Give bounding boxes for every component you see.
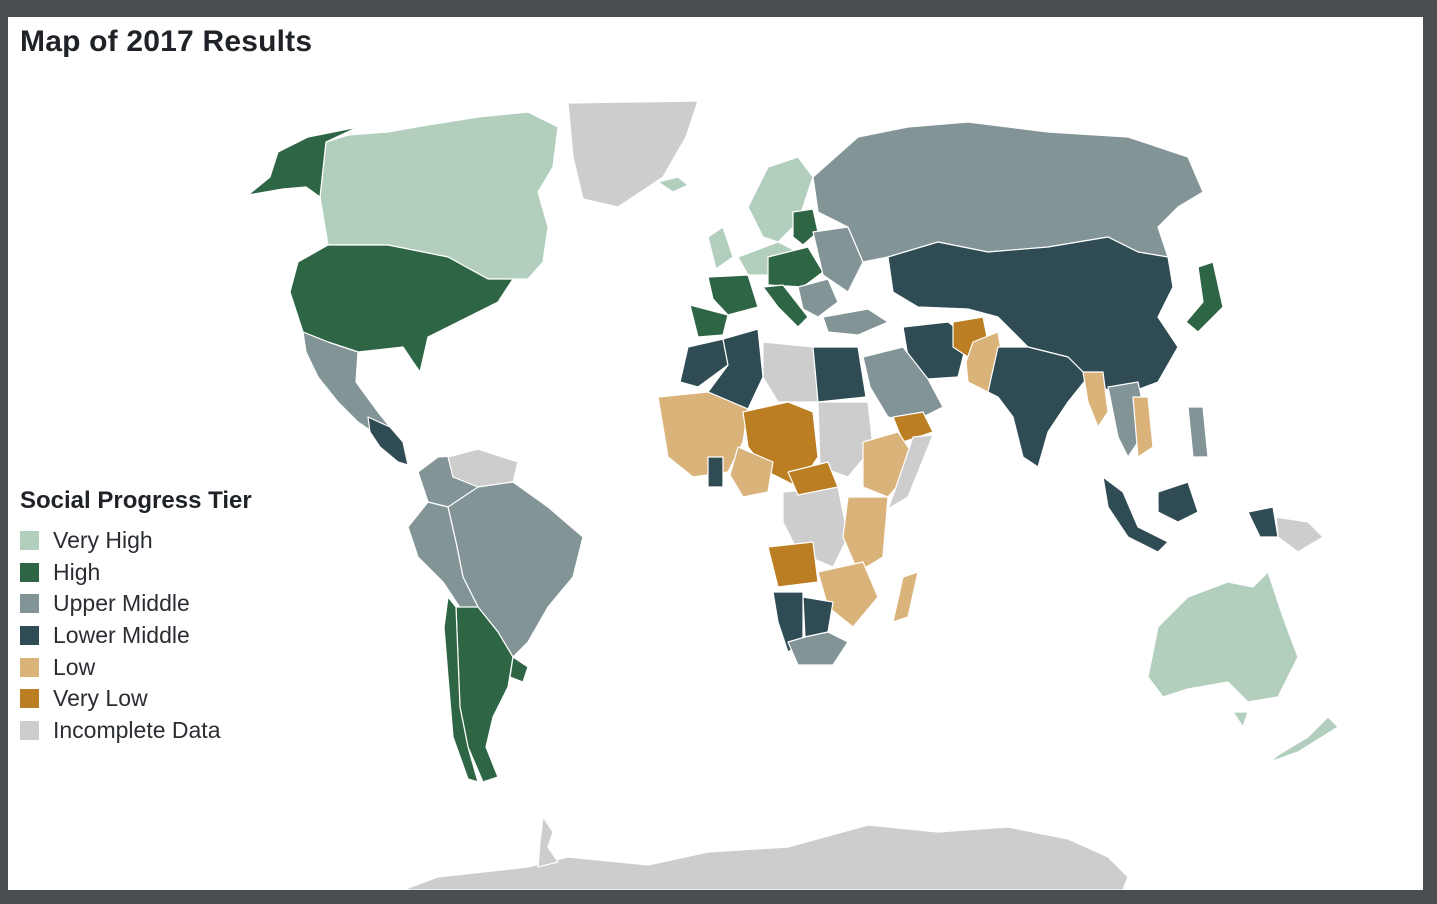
world-map[interactable] [8, 17, 1423, 890]
legend-item-incomplete-data[interactable]: Incomplete Data [20, 715, 252, 747]
region-car[interactable] [787, 461, 839, 496]
region-somalia[interactable] [887, 434, 934, 510]
map-panel: Map of 2017 Results [8, 17, 1423, 890]
region-uk[interactable] [707, 226, 734, 270]
legend-swatch-high [20, 562, 39, 582]
region-uruguay[interactable] [509, 656, 529, 683]
legend-item-high[interactable]: High [20, 557, 252, 589]
region-iceland[interactable] [657, 176, 689, 193]
region-japan[interactable] [1185, 261, 1224, 333]
region-greenland[interactable] [567, 100, 699, 208]
legend-item-very-low[interactable]: Very Low [20, 683, 252, 715]
legend-swatch-upper-middle [20, 594, 39, 614]
region-balkans[interactable] [797, 278, 839, 318]
region-india[interactable] [987, 346, 1089, 468]
legend-label: Low [53, 653, 96, 680]
legend: Social Progress Tier Very High High Uppe… [20, 487, 252, 746]
region-france[interactable] [707, 274, 759, 316]
region-botswana[interactable] [802, 596, 834, 638]
legend-swatch-lower-middle [20, 626, 39, 646]
region-borneo[interactable] [1157, 481, 1199, 523]
region-antarctic-peninsula[interactable] [537, 816, 559, 868]
region-morocco[interactable] [679, 338, 729, 388]
region-philippines[interactable] [1187, 406, 1209, 458]
region-nigeria[interactable] [729, 446, 774, 498]
legend-item-very-high[interactable]: Very High [20, 525, 252, 557]
legend-label: Very Low [53, 685, 148, 712]
region-peru-bolivia[interactable] [407, 501, 479, 613]
region-madagascar[interactable] [892, 571, 919, 623]
region-turkey[interactable] [822, 308, 889, 336]
region-central-europe[interactable] [767, 246, 824, 288]
legend-item-lower-middle[interactable]: Lower Middle [20, 620, 252, 652]
region-libya[interactable] [762, 341, 819, 403]
region-ghana[interactable] [707, 456, 724, 488]
region-kazakhstan-mongolia-china[interactable] [887, 236, 1179, 398]
legend-label: Very High [53, 527, 153, 554]
region-indonesia[interactable] [1102, 476, 1169, 553]
region-arabia[interactable] [862, 346, 944, 423]
region-east-africa[interactable] [842, 496, 889, 573]
region-australia[interactable] [1147, 571, 1299, 703]
legend-label: High [53, 558, 101, 585]
region-myanmar[interactable] [1082, 371, 1109, 428]
legend-item-low[interactable]: Low [20, 651, 252, 683]
region-central-america[interactable] [367, 416, 409, 466]
region-chile[interactable] [443, 596, 479, 783]
region-sudan[interactable] [817, 401, 874, 478]
region-antarctica[interactable] [402, 824, 1129, 890]
region-egypt[interactable] [812, 346, 867, 403]
region-papua-new-guinea[interactable] [1275, 516, 1324, 553]
legend-item-upper-middle[interactable]: Upper Middle [20, 588, 252, 620]
region-baltics[interactable] [792, 208, 819, 246]
region-eastern-europe[interactable] [812, 226, 864, 293]
region-angola[interactable] [767, 541, 819, 588]
region-south-africa[interactable] [787, 631, 849, 666]
legend-swatch-low [20, 657, 39, 677]
region-russia[interactable] [812, 121, 1204, 263]
legend-label: Incomplete Data [53, 716, 221, 743]
legend-swatch-very-high [20, 531, 39, 551]
legend-swatch-incomplete-data [20, 720, 39, 740]
region-iberia[interactable] [689, 304, 729, 338]
region-italy[interactable] [762, 284, 809, 328]
legend-title: Social Progress Tier [20, 487, 252, 514]
legend-label: Lower Middle [53, 622, 190, 649]
region-tasmania[interactable] [1232, 711, 1249, 728]
page-title: Map of 2017 Results [20, 25, 313, 58]
region-alaska[interactable] [247, 126, 359, 198]
legend-swatch-very-low [20, 689, 39, 709]
region-vietnam[interactable] [1132, 396, 1154, 458]
region-new-zealand[interactable] [1269, 716, 1339, 763]
legend-label: Upper Middle [53, 590, 190, 617]
region-sulawesi-papua[interactable] [1247, 506, 1279, 538]
